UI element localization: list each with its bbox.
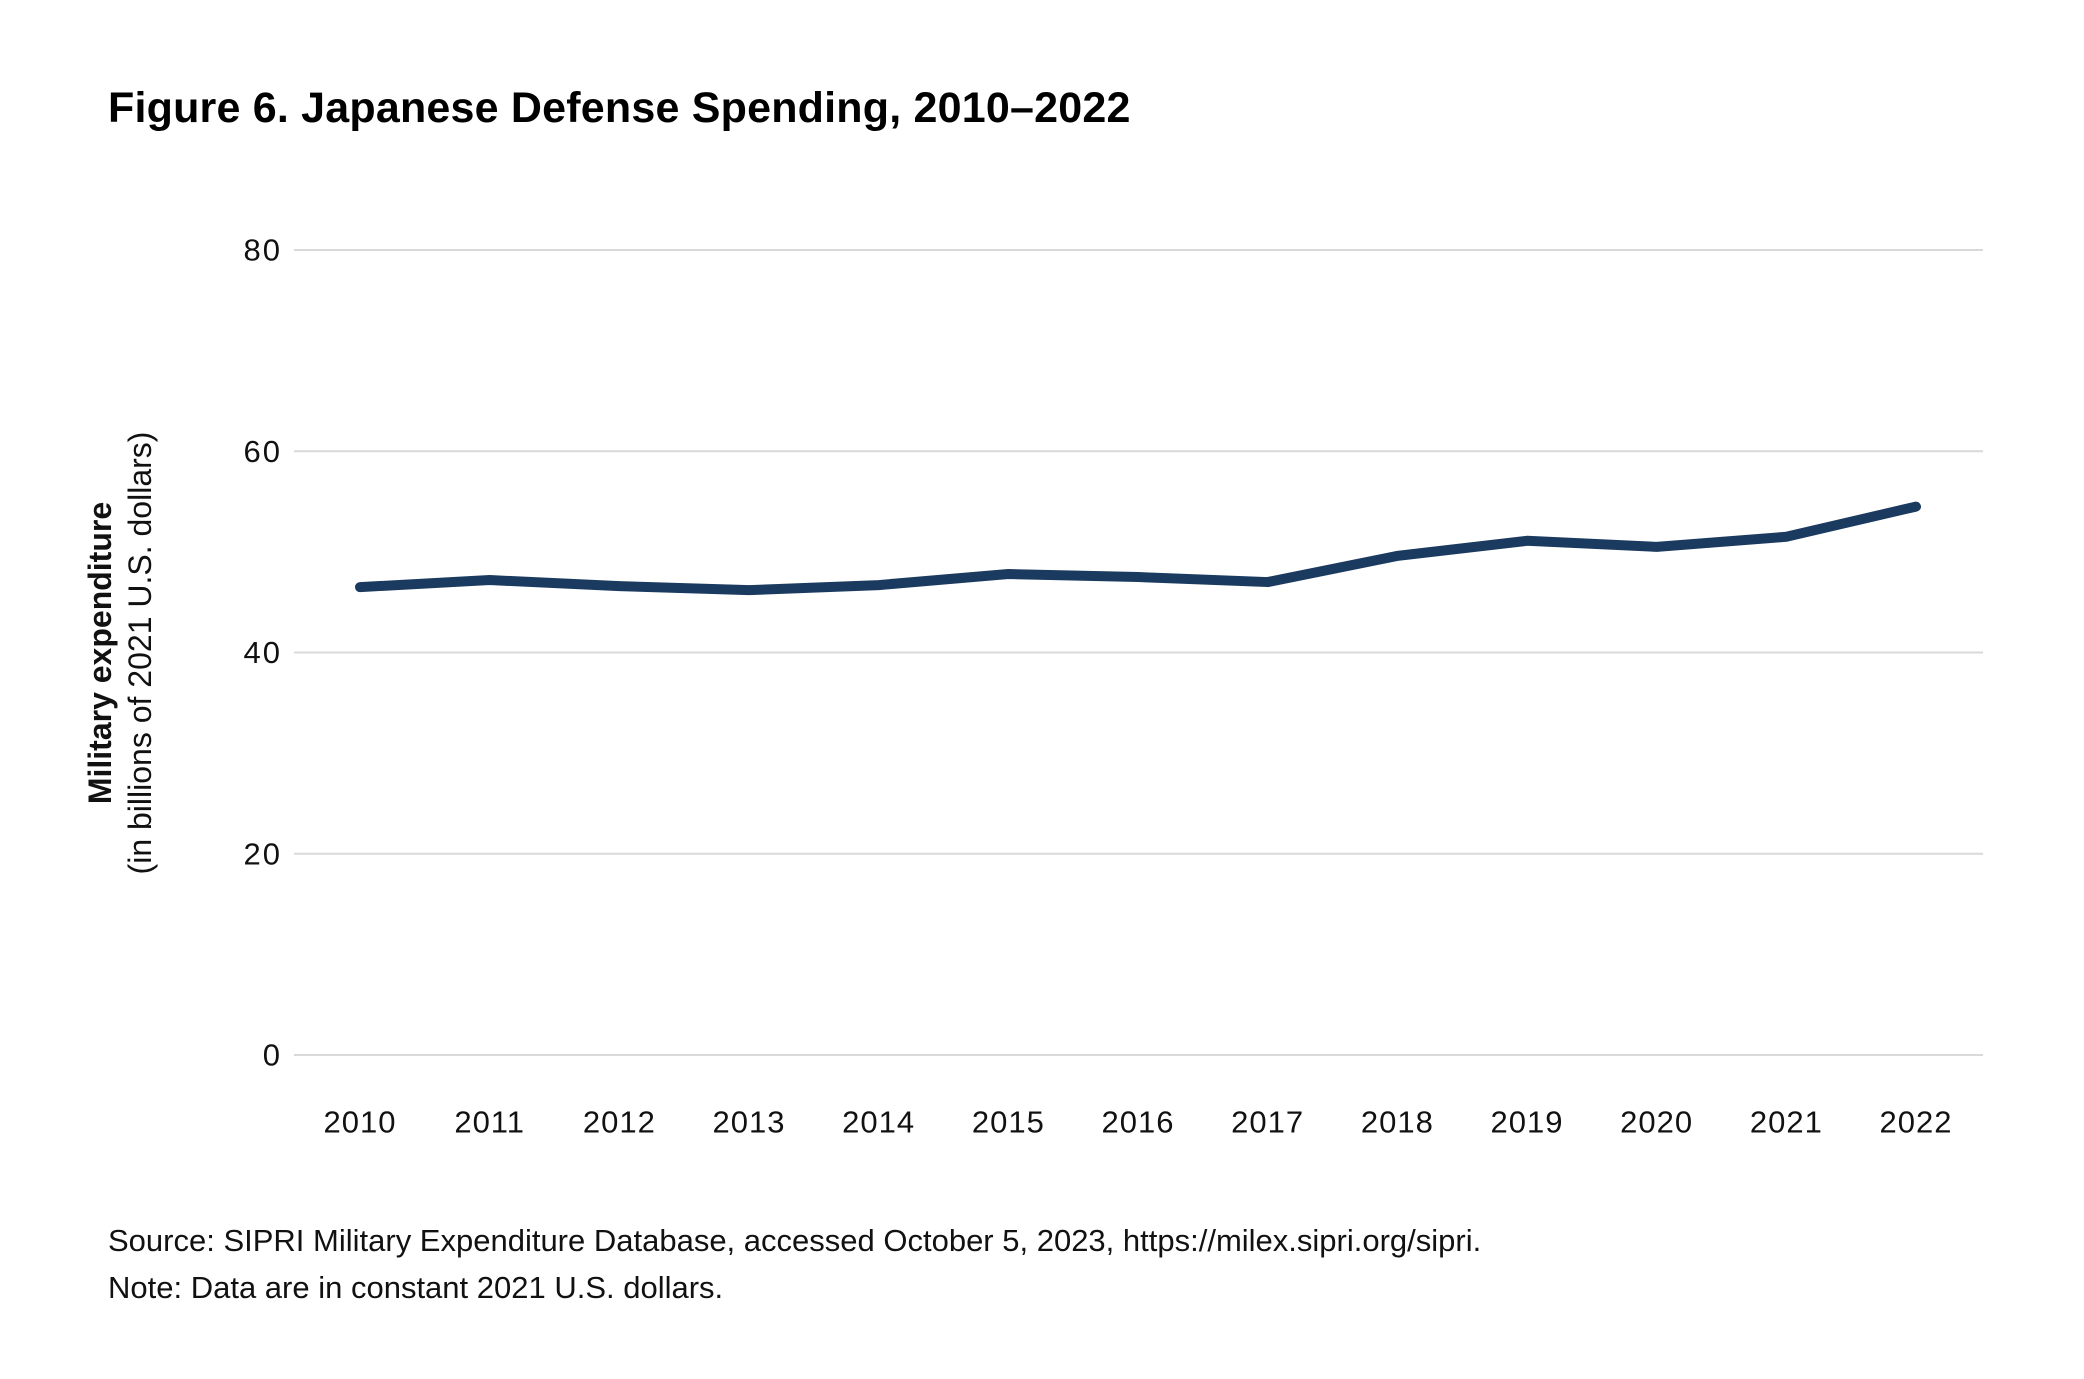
x-tick-label-2021: 2021 bbox=[1750, 1105, 1823, 1140]
x-tick-label-2020: 2020 bbox=[1620, 1105, 1693, 1140]
x-tick-label-2013: 2013 bbox=[713, 1105, 786, 1140]
figure-title: Figure 6. Japanese Defense Spending, 201… bbox=[108, 84, 1131, 132]
y-tick-label-40: 40 bbox=[244, 635, 282, 670]
x-tick-label-2018: 2018 bbox=[1361, 1105, 1434, 1140]
y-tick-label-60: 60 bbox=[244, 434, 282, 469]
x-tick-label-2016: 2016 bbox=[1102, 1105, 1175, 1140]
series-line-japanese-military-expenditure bbox=[355, 501, 1921, 596]
caption-block: Source: SIPRI Military Expenditure Datab… bbox=[108, 1218, 1481, 1311]
source-text: Source: SIPRI Military Expenditure Datab… bbox=[108, 1223, 1482, 1258]
x-tick-label-2010: 2010 bbox=[324, 1105, 397, 1140]
y-tick-label-20: 20 bbox=[244, 836, 282, 871]
x-tick-label-2012: 2012 bbox=[583, 1105, 656, 1140]
x-tick-label-2011: 2011 bbox=[454, 1105, 525, 1140]
x-tick-label-2014: 2014 bbox=[842, 1105, 915, 1140]
x-tick-label-2019: 2019 bbox=[1491, 1105, 1564, 1140]
y-tick-label-80: 80 bbox=[244, 233, 282, 268]
y-tick-label-0: 0 bbox=[263, 1038, 282, 1073]
note-text: Note: Data are in constant 2021 U.S. dol… bbox=[108, 1269, 724, 1305]
x-tick-label-2017: 2017 bbox=[1231, 1105, 1304, 1140]
x-tick-label-2015: 2015 bbox=[972, 1105, 1045, 1140]
x-tick-label-2022: 2022 bbox=[1880, 1105, 1953, 1140]
